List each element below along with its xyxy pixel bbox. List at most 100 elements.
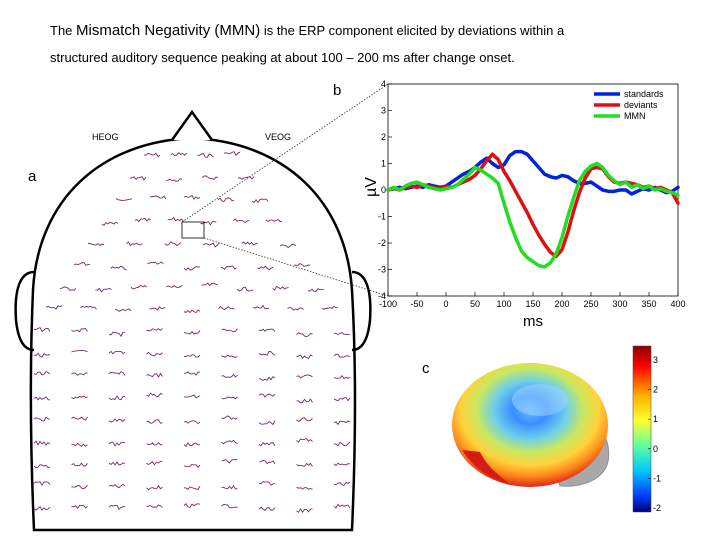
electrode-trace [220, 265, 237, 270]
electrode-trace [333, 375, 351, 380]
electrode-trace [258, 376, 276, 381]
electrode-trace [108, 441, 126, 447]
electrode-trace [252, 304, 270, 310]
electrode-trace [251, 198, 269, 204]
electrode-trace [221, 328, 238, 333]
electrode-trace [183, 394, 201, 399]
electrode-trace [258, 350, 276, 356]
electrode-trace [146, 392, 163, 398]
electrode-trace [147, 261, 164, 265]
electrode-trace [217, 197, 235, 202]
electrode-trace [296, 507, 313, 513]
electrode-trace [33, 416, 51, 422]
electrode-trace [258, 442, 276, 447]
electrode-trace [333, 481, 351, 486]
chart-ylabel: µV [363, 177, 380, 197]
x-tick-label: -100 [379, 299, 397, 309]
electrode-trace [296, 354, 313, 360]
electrode-trace [108, 350, 126, 355]
panel-a-label: a [28, 168, 37, 185]
panel-b-label: b [333, 82, 342, 99]
electrode-trace [33, 396, 51, 401]
y-tick-label: -4 [378, 291, 386, 301]
electrode-trace [183, 463, 201, 469]
electrode-trace [108, 504, 126, 510]
y-tick-label: 2 [381, 132, 386, 142]
electrode-trace [279, 243, 297, 249]
x-tick-label: 0 [443, 299, 448, 309]
electrode-trace [183, 194, 201, 200]
electrode-trace [146, 504, 163, 508]
electrode-trace [129, 175, 147, 181]
electrode-trace [296, 398, 313, 404]
electrode-trace [146, 484, 163, 491]
electrode-trace [33, 326, 51, 333]
chart-xlabel: ms [523, 313, 543, 330]
x-tick-label: -50 [410, 299, 423, 309]
y-tick-label: 4 [381, 79, 386, 89]
electrode-trace [71, 395, 88, 400]
electrode-trace [183, 354, 201, 358]
scalp-surface [452, 363, 608, 487]
electrode-trace [265, 219, 283, 223]
electrode-trace [296, 487, 313, 490]
nose-shape [170, 109, 214, 141]
electrode-trace [258, 506, 276, 512]
electrode-trace [333, 331, 351, 336]
colorbar-tick-label: 1 [653, 414, 658, 424]
electrode-trace [183, 442, 201, 448]
connector-line-top [181, 83, 389, 223]
electrode-trace [101, 221, 119, 226]
electrode-trace [108, 483, 126, 489]
electrode-trace [71, 327, 88, 333]
electrode-trace [296, 374, 313, 379]
electrode-trace [221, 396, 238, 400]
right-ear-shape [351, 270, 372, 352]
colorbar-ticks: 3 2 1 0 -1 -2 [648, 355, 661, 513]
electrode-trace [33, 506, 51, 511]
electrode-trace [33, 440, 51, 446]
intro-line-2: structured auditory sequence peaking at … [50, 50, 515, 65]
chart-series [386, 149, 680, 269]
electrode-trace [71, 504, 88, 509]
electrode-trace [221, 415, 238, 420]
electrode-trace [296, 462, 313, 467]
head-map: HEOG VEOG [14, 109, 372, 532]
electrode-trace [108, 331, 126, 338]
electrode-trace [201, 175, 219, 181]
electrode-trace [71, 372, 88, 376]
electrode-trace [95, 287, 112, 293]
y-tick-label: -2 [378, 238, 386, 248]
electrode-trace [71, 462, 88, 467]
erp-chart: 4 3 2 1 0 -1 -2 -3 -4-100 -50 0 50 100 150 200 250 300 35… [363, 79, 686, 330]
scalp-highlight [512, 384, 568, 416]
panel-c-label: c [422, 360, 430, 377]
x-tick-label: 400 [670, 299, 685, 309]
electrode-trace [73, 262, 91, 267]
electrode-trace [146, 372, 163, 378]
electrode-trace [108, 461, 126, 466]
electrode-trace [166, 284, 183, 288]
electrode-trace [146, 351, 163, 357]
colorbar-tick-label: 3 [653, 355, 658, 365]
x-tick-label: 300 [612, 299, 627, 309]
electrode-trace [114, 308, 132, 312]
electrode-trace [183, 266, 201, 271]
intro-prefix: The [50, 23, 77, 38]
electrode-trace [201, 282, 218, 287]
electrode-trace [33, 371, 51, 376]
left-ear-shape [14, 270, 35, 352]
electrode-trace [221, 504, 238, 509]
electrode-trace [165, 178, 183, 182]
legend-label-standards: standards [624, 89, 664, 99]
electrode-trace [183, 330, 201, 335]
electrode-trace [221, 439, 238, 445]
y-tick-label: -1 [378, 212, 386, 222]
electrode-trace [258, 481, 276, 486]
x-tick-label: 200 [554, 299, 569, 309]
connector-line-bottom [203, 237, 389, 297]
electrode-trace [307, 288, 325, 292]
electrode-trace [110, 266, 127, 271]
